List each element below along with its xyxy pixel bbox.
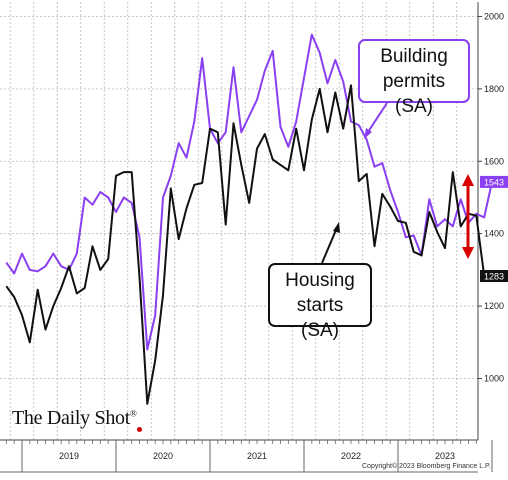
last-value-label: 1543 <box>484 177 504 187</box>
y-tick-label: 1400 <box>484 229 504 239</box>
series-group <box>5 33 493 405</box>
starts-callout-arrow <box>321 229 337 264</box>
y-tick-label: 1600 <box>484 156 504 166</box>
permits-arrow-head <box>364 128 372 139</box>
gap-arrow-head-up <box>462 174 474 186</box>
y-tick-label: 1800 <box>484 84 504 94</box>
x-tick-label: 2020 <box>153 451 173 461</box>
housing-starts-line <box>5 84 486 405</box>
registered-mark: ® <box>130 408 137 419</box>
last-value-box <box>480 270 508 283</box>
watermark-logo: The Daily Shot® <box>12 407 142 432</box>
copyright-note: Copyright© 2023 Bloomberg Finance L.P. <box>362 463 491 470</box>
x-tick-label: 2019 <box>59 451 79 461</box>
starts-arrow-head <box>333 222 340 233</box>
y-tick-label: 1000 <box>484 373 504 383</box>
last-value-box <box>480 175 508 188</box>
gap-arrow-head-down <box>462 247 474 259</box>
permits-callout-arrow <box>367 102 388 133</box>
y-tick-label: 1200 <box>484 301 504 311</box>
y-tick-label: 2000 <box>484 11 504 21</box>
starts-callout-text: Housing starts (SA) <box>285 270 355 341</box>
last-value-label: 1283 <box>484 272 504 282</box>
x-tick-label: 2021 <box>247 451 267 461</box>
x-tick-label: 2023 <box>435 451 455 461</box>
starts-callout: Housing starts (SA) <box>268 263 372 341</box>
watermark-dot <box>137 427 142 432</box>
building-permits-line <box>5 33 493 351</box>
x-tick-label: 2022 <box>341 451 361 461</box>
permits-callout-text: Building permits (SA) <box>380 46 448 117</box>
watermark-text: The Daily Shot <box>12 407 131 429</box>
labels-group: 2019 2020 2021 2022 2023 1000 1200 1400 1600 1800… <box>59 11 508 461</box>
permits-callout: Building permits (SA) <box>358 39 470 117</box>
